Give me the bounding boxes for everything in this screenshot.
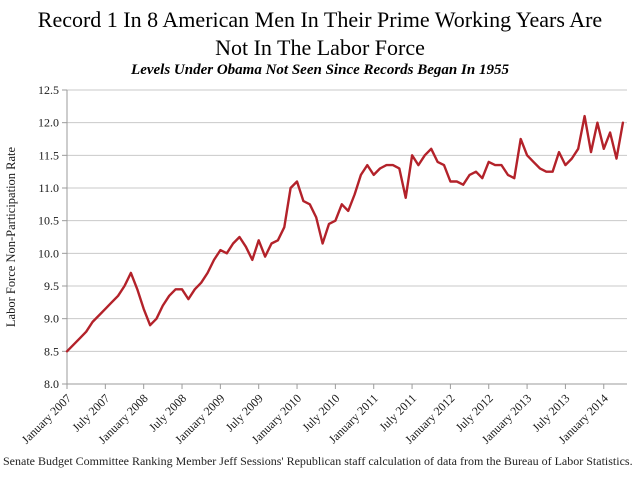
y-axis-title: Labor Force Non-Participation Rate xyxy=(4,146,18,327)
series-line xyxy=(65,114,625,353)
y-tick-label: 9.5 xyxy=(44,279,59,293)
y-tick-label: 10.5 xyxy=(38,214,59,228)
y-tick-label: 9.0 xyxy=(44,312,59,326)
y-tick-label: 10.0 xyxy=(38,246,59,260)
y-tick-label: 11.0 xyxy=(38,181,59,195)
chart-title-line-2: Not In The Labor Force xyxy=(215,34,425,60)
y-tick-label: 8.5 xyxy=(44,344,59,358)
chart-title: Record 1 In 8 American Men In Their Prim… xyxy=(0,6,640,61)
y-tick-label: 12.5 xyxy=(38,83,59,97)
x-tick-label: January 2007 xyxy=(19,391,74,446)
source-note: Senate Budget Committee Ranking Member J… xyxy=(3,454,633,468)
y-tick-label: 11.5 xyxy=(38,148,59,162)
chart-title-line-1: Record 1 In 8 American Men In Their Prim… xyxy=(37,7,603,32)
chart-subtitle: Levels Under Obama Not Seen Since Record… xyxy=(131,62,509,78)
y-tick-label: 8.0 xyxy=(44,377,59,391)
y-tick-label: 12.0 xyxy=(38,116,59,130)
